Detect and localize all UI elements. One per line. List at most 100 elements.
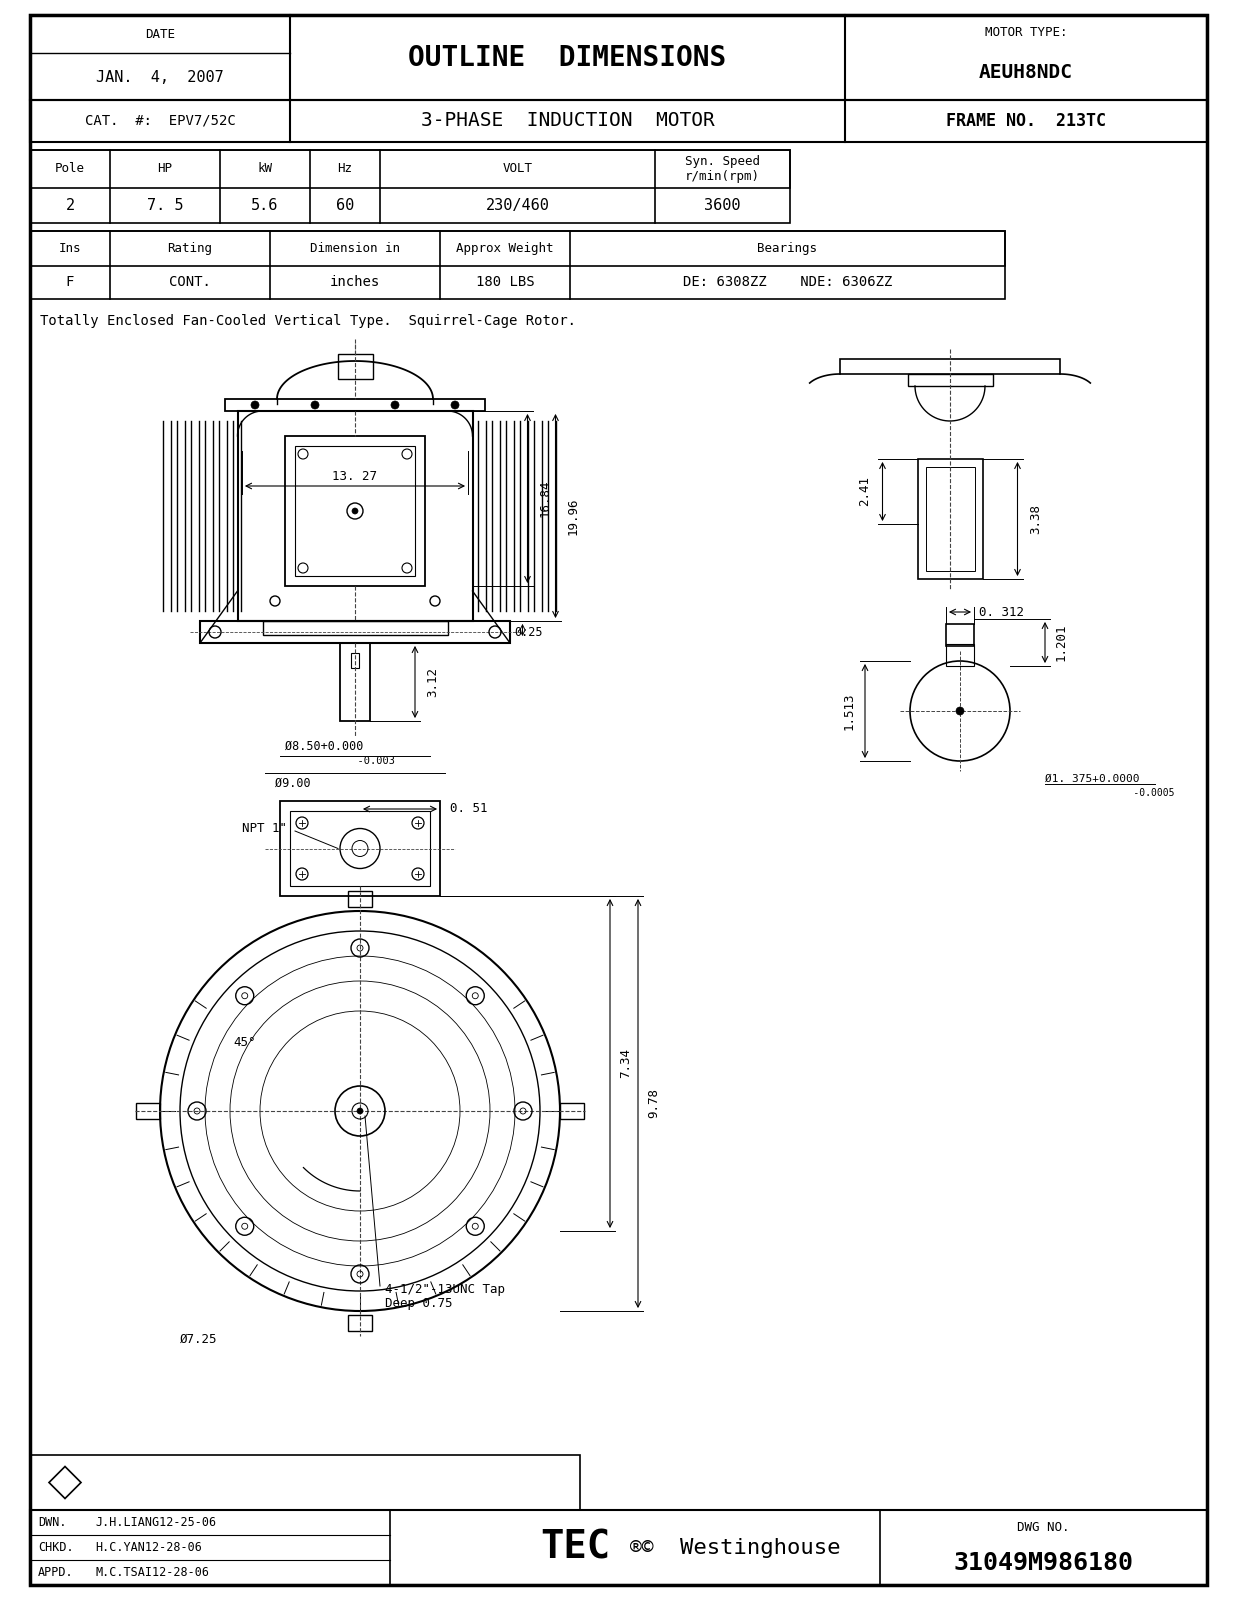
Bar [30,230,1004,299]
Circle shape [357,1107,362,1114]
Text: OUTLINE  DIMENSIONS: OUTLINE DIMENSIONS [408,43,726,72]
Circle shape [353,509,357,514]
Text: Rating: Rating [167,242,213,254]
Text: HP: HP [157,163,172,176]
Text: kW: kW [257,163,272,176]
Text: 0.25: 0.25 [515,626,543,638]
Bar [280,802,440,896]
Text: -0.003: -0.003 [294,757,395,766]
Text: 230/460: 230/460 [486,198,549,213]
Bar [30,150,790,222]
Text: DWN.: DWN. [38,1517,67,1530]
Text: CAT.  #:  EPV7/52C: CAT. #: EPV7/52C [84,114,235,128]
Bar [338,354,372,379]
Text: DE: 6308ZZ    NDE: 6306ZZ: DE: 6308ZZ NDE: 6306ZZ [683,275,892,290]
Text: DATE: DATE [145,27,174,40]
Text: M.C.TSAI12-28-06: M.C.TSAI12-28-06 [95,1566,209,1579]
Text: 19.96: 19.96 [567,498,580,534]
Text: TEC: TEC [539,1528,610,1566]
Text: 3.38: 3.38 [1029,504,1042,534]
Text: Ø7.25: Ø7.25 [181,1333,218,1346]
Text: 16.84: 16.84 [539,480,552,517]
Bar [225,398,485,411]
Text: 7. 5: 7. 5 [147,198,183,213]
Circle shape [452,402,459,410]
Bar [348,1315,372,1331]
Text: 2.41: 2.41 [858,477,871,507]
Text: AEUH8NDC: AEUH8NDC [978,62,1072,82]
Text: 7.34: 7.34 [620,1048,632,1078]
Text: H.C.YAN12-28-06: H.C.YAN12-28-06 [95,1541,202,1554]
Text: 1.201: 1.201 [1054,624,1068,661]
Circle shape [956,707,964,715]
Text: 4-1/2"-13UNC Tap: 4-1/2"-13UNC Tap [385,1283,505,1296]
Text: Deep 0.75: Deep 0.75 [385,1296,453,1309]
Text: Approx Weight: Approx Weight [456,242,554,254]
Bar [294,446,414,576]
Text: inches: inches [330,275,380,290]
Text: 3-PHASE  INDUCTION  MOTOR: 3-PHASE INDUCTION MOTOR [421,112,715,131]
Bar [30,230,1004,266]
Text: Ins: Ins [58,242,82,254]
Bar [30,1454,580,1510]
Text: 60: 60 [336,198,354,213]
Bar [238,411,473,621]
Text: J.H.LIANG12-25-06: J.H.LIANG12-25-06 [95,1517,216,1530]
Bar [340,643,370,722]
Text: Bearings: Bearings [757,242,818,254]
Text: FRAME NO.  213TC: FRAME NO. 213TC [946,112,1106,130]
Bar [925,467,975,571]
Text: JAN.  4,  2007: JAN. 4, 2007 [96,69,224,85]
Bar [946,624,974,646]
Text: Syn. Speed
r/min(rpm): Syn. Speed r/min(rpm) [685,155,760,182]
Bar [840,358,1060,374]
Text: 0. 51: 0. 51 [450,803,487,816]
Text: 2: 2 [66,198,74,213]
Circle shape [310,402,319,410]
Bar [918,459,982,579]
Text: APPD.: APPD. [38,1566,74,1579]
Text: 0. 312: 0. 312 [978,605,1024,619]
Text: Totally Enclosed Fan-Cooled Vertical Type.  Squirrel-Cage Rotor.: Totally Enclosed Fan-Cooled Vertical Typ… [40,314,576,328]
Text: VOLT: VOLT [502,163,532,176]
Text: ®©: ®© [630,1538,653,1557]
Bar [560,1102,584,1118]
Text: NPT 1": NPT 1" [242,822,287,835]
Bar [30,150,790,187]
Bar [136,1102,160,1118]
Text: 1.513: 1.513 [842,693,856,730]
Bar [200,621,510,643]
Circle shape [391,402,400,410]
Text: 180 LBS: 180 LBS [476,275,534,290]
Bar [30,1510,1207,1586]
Text: 31049M986180: 31049M986180 [954,1550,1133,1574]
Bar [348,891,372,907]
Bar [351,653,359,669]
Text: Ø8.50+0.000: Ø8.50+0.000 [285,739,364,752]
Bar [30,14,1207,99]
Text: Ø1. 375+0.0000: Ø1. 375+0.0000 [1045,774,1139,784]
Text: CONT.: CONT. [169,275,212,290]
Circle shape [251,402,259,410]
Bar [285,435,426,586]
Bar [946,643,974,666]
Text: CHKD.: CHKD. [38,1541,74,1554]
Text: 3.12: 3.12 [427,667,439,698]
Text: MOTOR TYPE:: MOTOR TYPE: [985,27,1068,40]
Text: F: F [66,275,74,290]
Text: DWG NO.: DWG NO. [1017,1522,1070,1534]
Text: Dimension in: Dimension in [310,242,400,254]
Text: Ø9.00: Ø9.00 [275,776,310,789]
Bar [262,621,448,635]
Text: 9.78: 9.78 [647,1088,661,1118]
Text: Westinghouse: Westinghouse [680,1538,840,1557]
Text: 45°: 45° [234,1037,256,1050]
Bar [289,811,430,886]
Bar [908,374,992,386]
Text: Hz: Hz [338,163,353,176]
Text: Pole: Pole [54,163,85,176]
Text: 5.6: 5.6 [251,198,278,213]
Bar [30,99,1207,142]
Text: 3600: 3600 [704,198,741,213]
Text: 13. 27: 13. 27 [333,469,377,483]
